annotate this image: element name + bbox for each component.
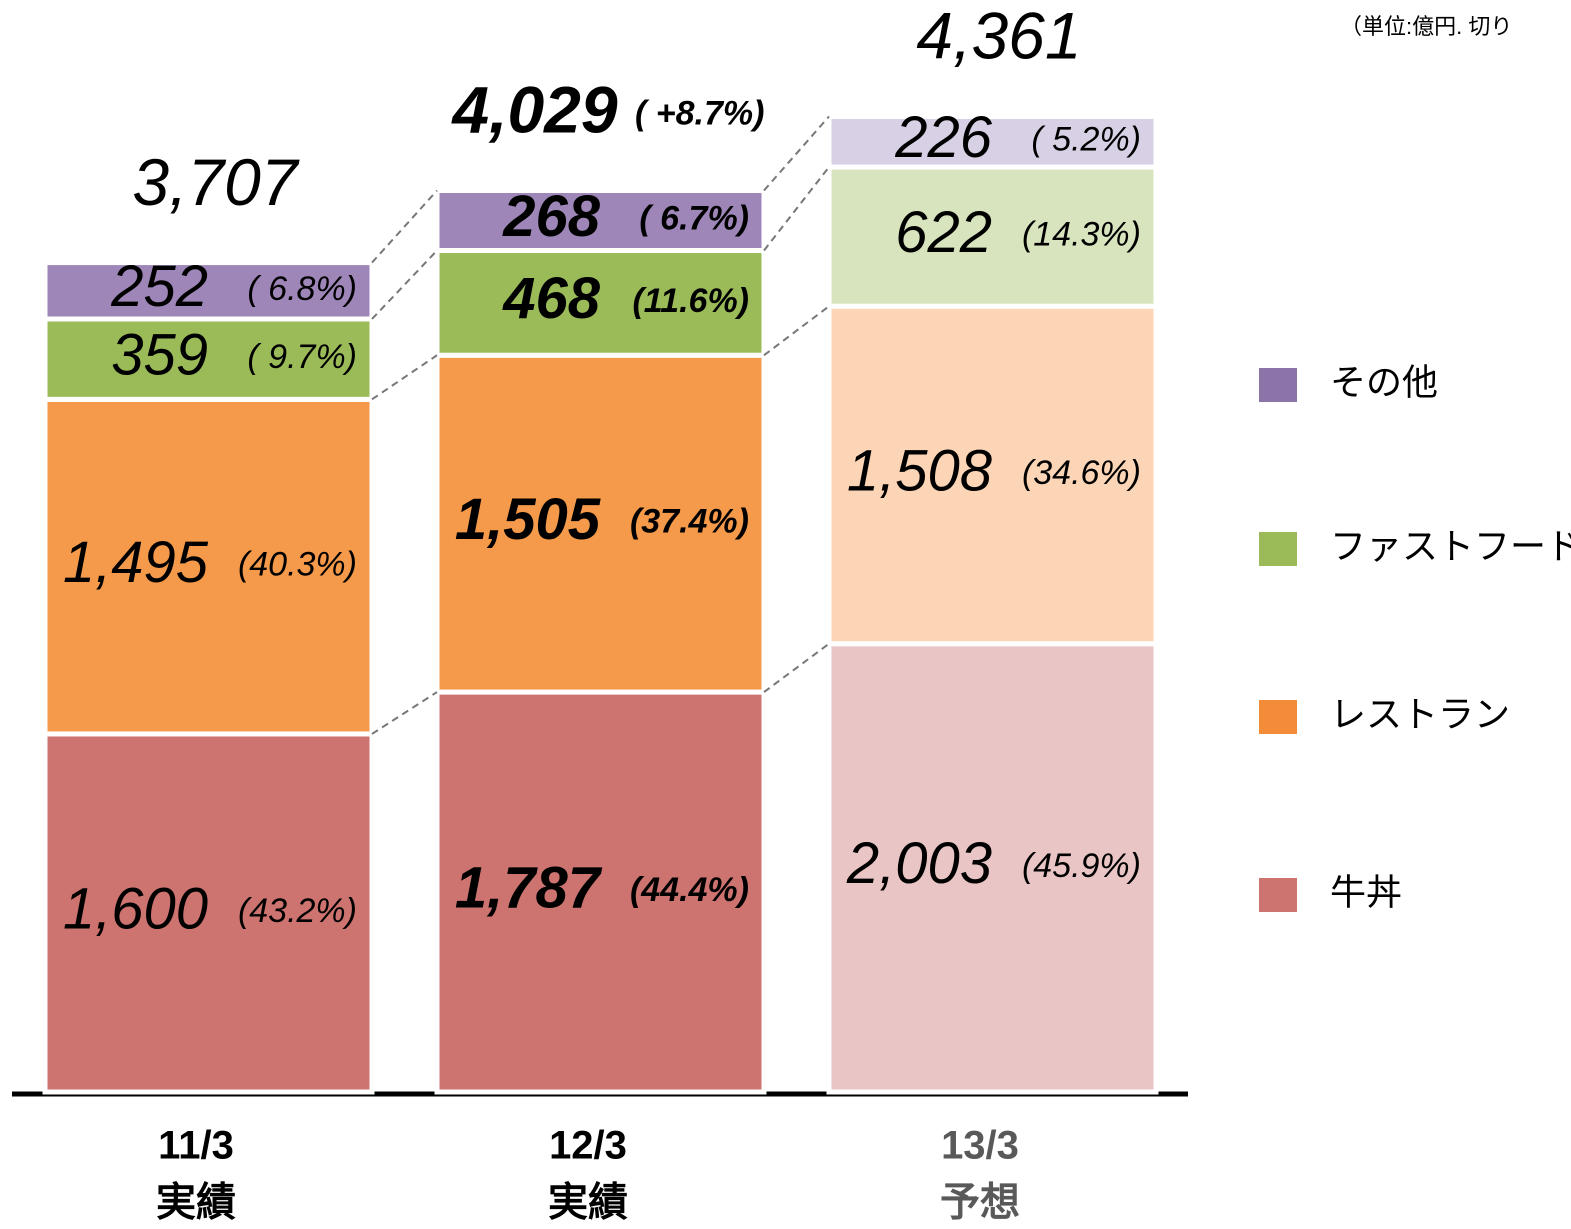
segment-value-label: 1,508 [847,438,992,503]
segment-share-label: (40.3%) [238,546,357,584]
bar-segment [434,352,767,695]
legend-swatch [1259,532,1297,566]
segment-value-label: 1,787 [455,855,603,920]
segment-share-label: ( 6.7%) [639,199,749,237]
total-label: 4,361 [916,0,1081,72]
bar-segment [826,113,1159,170]
bar-segment [42,396,375,737]
x-tick-sublabel: 予想 [940,1181,1020,1225]
x-tick-label: 12/3 [549,1124,627,1168]
legend-label: ファストフード [1330,526,1571,567]
bar-segment [434,689,767,1095]
segment-value-label: 1,600 [63,876,208,941]
connector [763,115,830,192]
segment-value-label: 622 [895,200,992,265]
connector [371,691,438,735]
x-tick-sublabel: 実績 [156,1181,236,1225]
unit-note: （単位:億円. 切り [1340,14,1512,39]
segment-value-label: 2,003 [846,831,992,896]
connector [371,354,438,401]
legend-swatch [1259,368,1297,402]
total-label: 3,707 [132,145,299,219]
growth-annotation: ( +8.7%) [635,94,764,132]
segment-share-label: ( 9.7%) [247,338,357,376]
segment-share-label: ( 6.8%) [247,270,357,308]
connector [371,249,438,320]
legend-label: レストラン [1330,694,1510,735]
bar-segment [434,248,767,358]
segment-share-label: (43.2%) [238,892,357,930]
segment-share-label: (11.6%) [632,282,749,320]
segment-value-label: 252 [110,254,208,319]
connector [763,305,830,357]
segment-value-label: 468 [502,266,601,331]
segment-share-label: (14.3%) [1022,216,1141,254]
segment-value-label: 226 [894,105,993,170]
connector [371,189,438,264]
x-tick-label: 11/3 [158,1124,234,1168]
segment-share-label: (45.9%) [1022,847,1141,885]
legend-label: 牛丼 [1330,872,1402,913]
legend-swatch [1259,700,1297,734]
segment-share-label: (44.4%) [630,871,749,909]
connector [763,642,830,693]
segment-value-label: 268 [502,184,601,249]
segment-share-label: (37.4%) [630,503,749,541]
bar-segment [826,164,1159,309]
legend-label: その他 [1330,362,1438,403]
bar-segment [826,641,1159,1095]
segment-value-label: 1,505 [455,487,601,552]
legend-swatch [1259,878,1297,912]
x-tick-label: 13/3 [941,1124,1019,1168]
x-tick-sublabel: 実績 [548,1181,628,1225]
total-label: 4,029 [450,73,617,147]
bar-segment [42,260,375,322]
segment-value-label: 1,495 [63,530,209,595]
segment-share-label: (34.6%) [1022,454,1141,492]
bar-segment [826,303,1159,647]
bar-segment [42,731,375,1095]
segment-value-label: 359 [111,322,208,387]
connector [763,166,830,252]
segment-share-label: ( 5.2%) [1031,121,1141,159]
bar-segment [434,188,767,254]
